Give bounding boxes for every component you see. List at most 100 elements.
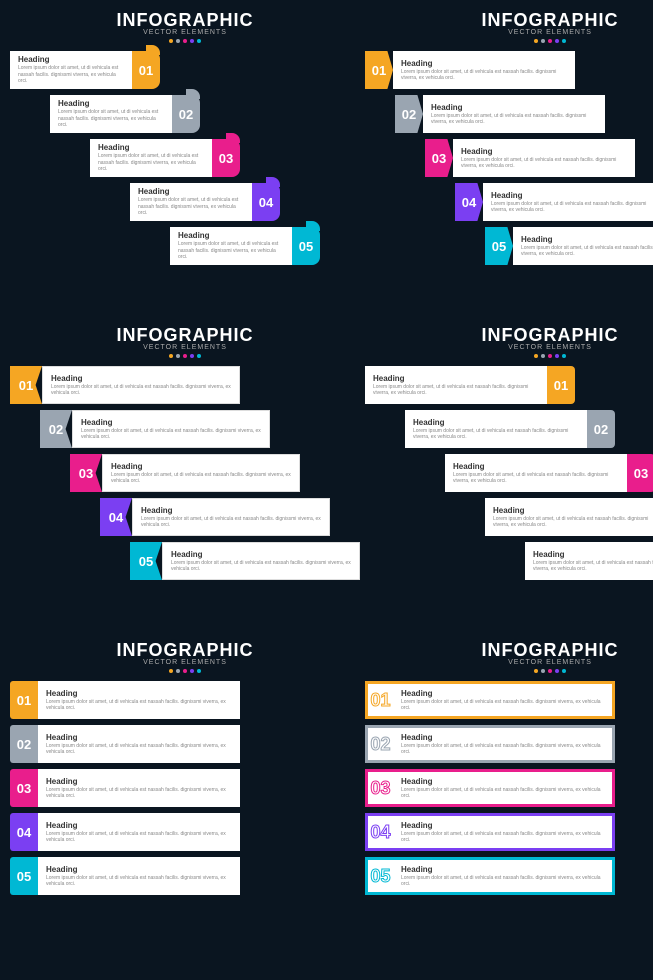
step-body: Lorem ipsum dolor sit amet, ut di vehicu…	[111, 472, 291, 485]
step-number: 03	[70, 454, 102, 492]
step-item: 02HeadingLorem ipsum dolor sit amet, ut …	[50, 95, 200, 133]
step-heading: Heading	[46, 821, 232, 830]
step-item: 03HeadingLorem ipsum dolor sit amet, ut …	[425, 139, 635, 177]
step-heading: Heading	[111, 462, 291, 471]
color-dot	[548, 669, 552, 673]
color-dot	[183, 354, 187, 358]
step-heading: Heading	[51, 374, 231, 383]
step-body: Lorem ipsum dolor sit amet, ut di vehicu…	[98, 153, 204, 173]
panel-title: INFOGRAPHIC	[365, 10, 653, 31]
step-heading: Heading	[18, 55, 124, 64]
step-content: HeadingLorem ipsum dolor sit amet, ut di…	[365, 366, 547, 404]
step-item: 05HeadingLorem ipsum dolor sit amet, ut …	[485, 227, 653, 265]
step-heading: Heading	[46, 865, 232, 874]
color-dot	[176, 669, 180, 673]
step-body: Lorem ipsum dolor sit amet, ut di vehicu…	[18, 65, 124, 85]
step-content: HeadingLorem ipsum dolor sit amet, ut di…	[405, 410, 587, 448]
step-content: HeadingLorem ipsum dolor sit amet, ut di…	[130, 183, 252, 221]
step-content: HeadingLorem ipsum dolor sit amet, ut di…	[393, 681, 615, 719]
color-dot	[534, 39, 538, 43]
color-dot	[562, 39, 566, 43]
step-item: 05 HeadingLorem ipsum dolor sit amet, ut …	[130, 542, 360, 580]
step-body: Lorem ipsum dolor sit amet, ut di vehicu…	[46, 787, 232, 800]
step-number: 03	[425, 139, 453, 177]
step-item: 01HeadingLorem ipsum dolor sit amet, ut …	[365, 51, 575, 89]
color-dot	[541, 354, 545, 358]
step-number: 04	[100, 498, 132, 536]
step-heading: Heading	[401, 689, 604, 698]
step-item: 02HeadingLorem ipsum dolor sit amet, ut …	[10, 725, 240, 763]
step-item: 04HeadingLorem ipsum dolor sit amet, ut …	[130, 183, 280, 221]
step-heading: Heading	[401, 821, 604, 830]
color-dot	[169, 354, 173, 358]
step-number: 03	[627, 454, 653, 492]
step-body: Lorem ipsum dolor sit amet, ut di vehicu…	[171, 560, 351, 573]
color-dot	[555, 669, 559, 673]
step-heading: Heading	[46, 689, 232, 698]
step-heading: Heading	[46, 733, 232, 742]
step-content: HeadingLorem ipsum dolor sit amet, ut di…	[38, 813, 240, 851]
step-item: 04HeadingLorem ipsum dolor sit amet, ut …	[485, 498, 653, 536]
step-number: 01	[365, 51, 393, 89]
infographic-panel: INFOGRAPHICVECTOR ELEMENTS01HeadingLorem…	[365, 325, 653, 635]
step-number: 05	[292, 227, 320, 265]
color-dot	[169, 669, 173, 673]
color-dot	[541, 669, 545, 673]
step-content: HeadingLorem ipsum dolor sit amet, ut di…	[393, 769, 615, 807]
step-heading: Heading	[521, 235, 653, 244]
step-heading: Heading	[58, 99, 164, 108]
infographic-panel: INFOGRAPHICVECTOR ELEMENTS01HeadingLorem…	[365, 10, 653, 320]
infographic-panel: INFOGRAPHICVECTOR ELEMENTS01HeadingLorem…	[10, 10, 360, 320]
step-content: HeadingLorem ipsum dolor sit amet, ut di…	[445, 454, 627, 492]
step-heading: Heading	[171, 550, 351, 559]
step-number: 05	[130, 542, 162, 580]
step-body: Lorem ipsum dolor sit amet, ut di vehicu…	[453, 472, 619, 485]
step-body: Lorem ipsum dolor sit amet, ut di vehicu…	[533, 560, 653, 573]
step-heading: Heading	[98, 143, 204, 152]
step-number: 02	[365, 725, 393, 763]
step-heading: Heading	[178, 231, 284, 240]
step-content: HeadingLorem ipsum dolor sit amet, ut di…	[90, 139, 212, 177]
step-heading: Heading	[413, 418, 579, 427]
step-body: Lorem ipsum dolor sit amet, ut di vehicu…	[401, 787, 604, 800]
step-number: 04	[10, 813, 38, 851]
step-item: 02 HeadingLorem ipsum dolor sit amet, ut …	[365, 725, 615, 763]
color-dot	[548, 354, 552, 358]
step-body: Lorem ipsum dolor sit amet, ut di vehicu…	[493, 516, 653, 529]
step-heading: Heading	[401, 733, 604, 742]
color-dot	[176, 354, 180, 358]
step-number: 02	[172, 95, 200, 133]
step-item: 04HeadingLorem ipsum dolor sit amet, ut …	[455, 183, 653, 221]
step-heading: Heading	[431, 103, 597, 112]
color-dot	[548, 39, 552, 43]
step-number: 01	[132, 51, 160, 89]
panel-subtitle: VECTOR ELEMENTS	[10, 344, 360, 351]
step-body: Lorem ipsum dolor sit amet, ut di vehicu…	[401, 743, 604, 756]
step-body: Lorem ipsum dolor sit amet, ut di vehicu…	[461, 157, 627, 170]
step-item: 01 HeadingLorem ipsum dolor sit amet, ut …	[10, 51, 160, 89]
step-number: 01	[547, 366, 575, 404]
step-body: Lorem ipsum dolor sit amet, ut di vehicu…	[46, 831, 232, 844]
step-body: Lorem ipsum dolor sit amet, ut di vehicu…	[491, 201, 653, 214]
color-dot	[534, 354, 538, 358]
step-item: 01HeadingLorem ipsum dolor sit amet, ut …	[365, 366, 575, 404]
color-dot	[183, 39, 187, 43]
step-content: HeadingLorem ipsum dolor sit amet, ut di…	[423, 95, 605, 133]
step-body: Lorem ipsum dolor sit amet, ut di vehicu…	[46, 743, 232, 756]
step-item: 04HeadingLorem ipsum dolor sit amet, ut …	[10, 813, 240, 851]
step-item: 01HeadingLorem ipsum dolor sit amet, ut …	[365, 681, 615, 719]
step-item: 02HeadingLorem ipsum dolor sit amet, ut …	[40, 410, 270, 448]
step-item: 04HeadingLorem ipsum dolor sit amet, ut …	[365, 813, 615, 851]
step-heading: Heading	[493, 506, 653, 515]
step-body: Lorem ipsum dolor sit amet, ut di vehicu…	[401, 69, 567, 82]
step-number: 05	[485, 227, 513, 265]
panel-title: INFOGRAPHIC	[10, 10, 360, 31]
step-number: 03	[212, 139, 240, 177]
step-content: HeadingLorem ipsum dolor sit amet, ut di…	[38, 725, 240, 763]
step-content: HeadingLorem ipsum dolor sit amet, ut di…	[38, 857, 240, 895]
color-dot	[555, 39, 559, 43]
step-heading: Heading	[373, 374, 539, 383]
step-number: 05	[10, 857, 38, 895]
step-item: 03HeadingLorem ipsum dolor sit amet, ut …	[10, 769, 240, 807]
color-dot	[534, 669, 538, 673]
